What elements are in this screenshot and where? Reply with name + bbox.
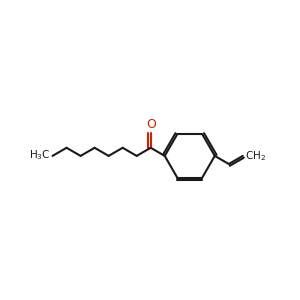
Text: CH$_2$: CH$_2$ (244, 149, 266, 163)
Text: O: O (146, 118, 156, 131)
Text: H$_3$C: H$_3$C (29, 149, 51, 163)
